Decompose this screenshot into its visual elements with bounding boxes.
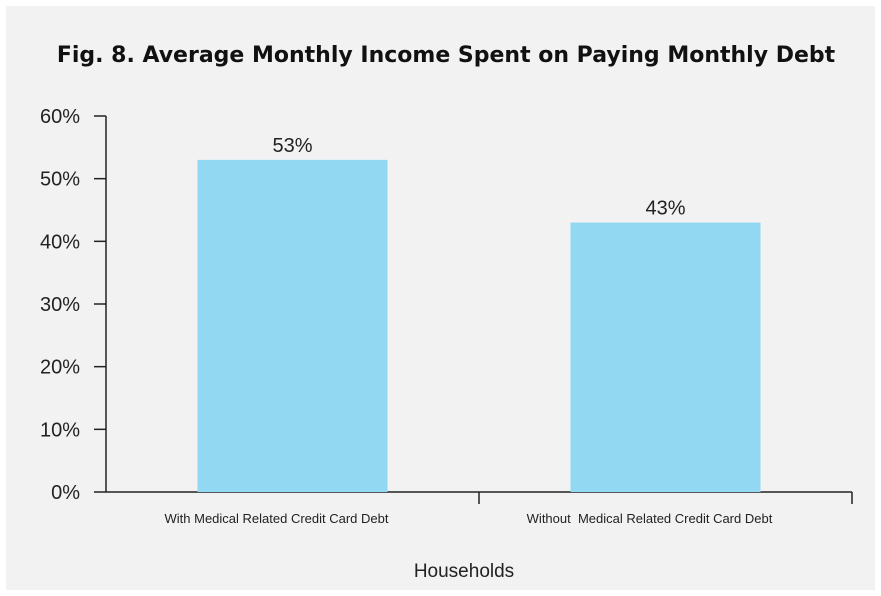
y-tick-label: 30% [40,294,80,316]
y-tick-label: 40% [40,231,80,253]
bars [197,159,761,493]
y-tick-label: 0% [51,482,80,504]
category-label: Without Medical Related Credit Card Debt [527,511,773,526]
category-label: With Medical Related Credit Card Debt [165,511,389,526]
y-tick-label: 60% [40,106,80,128]
bar-value-label: 53% [272,135,312,157]
data-labels: 53% 43% [272,135,685,220]
y-axis: 0% 10% 20% 30% 40% 50% 60% [40,106,107,504]
y-tick-label: 50% [40,169,80,191]
x-axis-title: Households [414,561,514,582]
x-axis [106,491,853,504]
bar [197,159,388,492]
bar-value-label: 43% [645,198,685,220]
chart-title: Fig. 8. Average Monthly Income Spent on … [57,43,836,68]
category-labels: With Medical Related Credit Card Debt Wit… [165,511,773,526]
bar-chart: Fig. 8. Average Monthly Income Spent on … [40,43,853,582]
y-tick-label: 20% [40,357,80,379]
chart-container: Fig. 8. Average Monthly Income Spent on … [6,6,875,590]
y-tick-label: 10% [40,419,80,441]
bar [570,222,761,493]
